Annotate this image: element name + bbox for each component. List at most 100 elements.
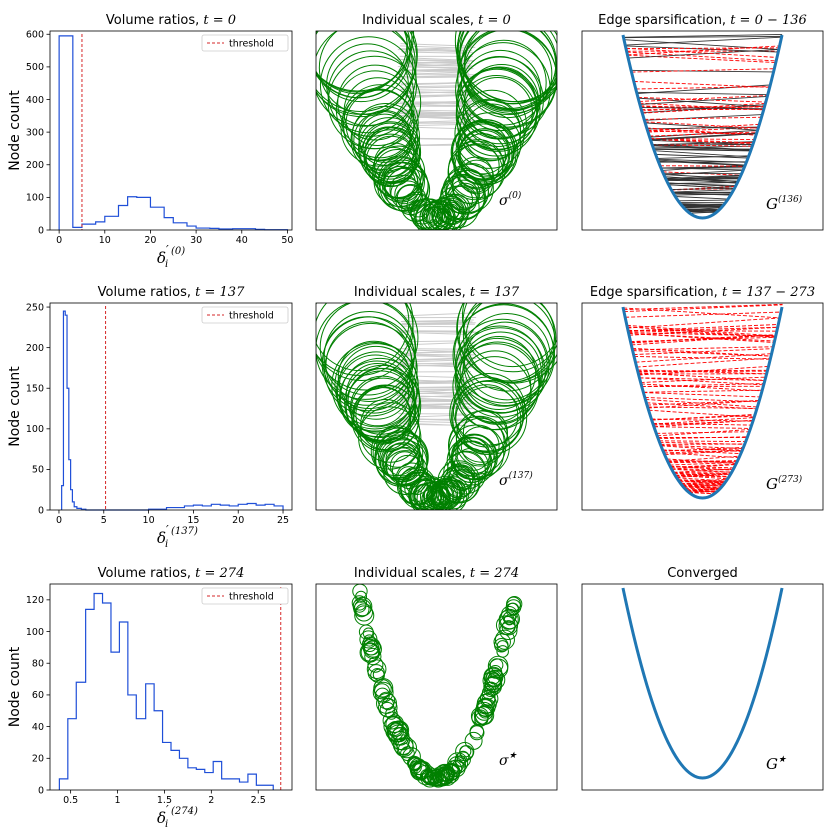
scale-circle <box>385 714 404 733</box>
edge-line <box>682 204 725 208</box>
scale-circle <box>494 629 515 650</box>
panel-annotation: G(273) <box>766 474 803 493</box>
scale-circle <box>485 670 503 687</box>
edge-line <box>673 472 731 475</box>
y-tick-label: 100 <box>26 627 44 638</box>
edge-line <box>638 365 769 376</box>
edge-line <box>687 488 720 492</box>
y-tick-label: 300 <box>26 127 44 138</box>
scale-circle <box>326 43 409 127</box>
scale-circle <box>499 621 518 641</box>
edge-line <box>635 86 770 90</box>
edge-line <box>653 145 753 149</box>
edge-line <box>628 49 779 59</box>
circles-panel-1: σ(0) <box>315 30 558 231</box>
edge-line <box>653 419 754 426</box>
edge-line <box>646 126 759 130</box>
axes-box <box>315 583 558 791</box>
scale-circle <box>427 769 443 785</box>
scale-circle <box>323 310 415 403</box>
edge-line <box>630 336 776 342</box>
edge-line <box>687 210 717 213</box>
edge-line <box>632 346 774 351</box>
scale-circle <box>373 149 423 199</box>
edge-line <box>639 95 768 102</box>
edge-line <box>680 480 727 485</box>
scale-circle <box>460 49 542 132</box>
x-axis-label: δ <box>157 249 166 267</box>
edge-line <box>683 205 723 209</box>
edge-line <box>666 175 741 181</box>
scale-circle <box>370 426 421 477</box>
y-tick-label: 200 <box>26 343 44 354</box>
x-axis-label-prime: ′ <box>166 523 169 537</box>
scale-circle <box>353 111 413 170</box>
scale-circle <box>379 162 429 212</box>
edge-line <box>667 182 737 186</box>
y-tick-label: 50 <box>32 465 44 476</box>
edge-line <box>636 91 768 96</box>
x-tick-label: 25 <box>277 515 289 526</box>
edge-line <box>623 307 780 319</box>
x-tick-label: 50 <box>281 235 293 246</box>
edge-line <box>688 491 715 495</box>
legend-box <box>201 306 289 324</box>
y-tick-label: 100 <box>26 424 44 435</box>
scale-circle <box>400 471 438 510</box>
scale-circle <box>452 304 556 407</box>
edge-line <box>660 445 742 452</box>
edge-line <box>675 196 729 200</box>
edge-line <box>650 139 753 146</box>
scale-circle <box>454 98 525 169</box>
scale-circle <box>316 31 417 127</box>
edge-line <box>640 107 764 110</box>
x-tick-label: 1 <box>115 795 121 806</box>
edge-line <box>628 324 779 332</box>
panel-annotation: G★ <box>766 755 787 773</box>
y-tick-label: 400 <box>26 95 44 106</box>
edge-line <box>650 138 754 144</box>
scale-circle <box>432 771 444 783</box>
scale-circle <box>459 31 557 105</box>
scale-circle <box>316 303 414 381</box>
x-tick-label: 20 <box>144 235 156 246</box>
edge-line <box>627 45 780 56</box>
edge-line <box>651 413 756 421</box>
edge-line <box>657 158 747 163</box>
x-tick-label: 10 <box>143 515 155 526</box>
histogram-bars <box>58 592 274 790</box>
scale-circle <box>447 763 459 776</box>
axes-box <box>49 30 293 231</box>
edge-line <box>631 334 777 346</box>
axes-box <box>315 302 558 511</box>
edge-line <box>623 303 783 311</box>
edge-line <box>638 372 765 381</box>
edge-line <box>637 96 766 103</box>
scale-circle <box>450 433 497 480</box>
manifold-curve <box>621 306 784 500</box>
edge-line <box>671 187 735 190</box>
panel-title-6: Volume ratios, t = 274 <box>98 566 245 581</box>
scale-circle <box>454 384 519 448</box>
edge-line <box>397 362 470 365</box>
edge-line <box>650 133 757 141</box>
scale-circle <box>361 636 378 653</box>
edge-line <box>404 341 476 346</box>
panel-annotation: σ★ <box>499 751 518 769</box>
scale-circle <box>454 31 557 103</box>
edge-line <box>658 440 746 443</box>
edge-line <box>651 415 755 421</box>
scale-circle <box>345 370 417 442</box>
scale-circle <box>373 679 392 698</box>
edge-line <box>632 347 772 357</box>
y-tick-label: 20 <box>32 754 44 765</box>
scale-circle <box>331 342 419 430</box>
edge-line <box>652 422 752 426</box>
edge-line <box>675 474 728 480</box>
edge-line <box>623 33 783 38</box>
x-tick-label: 1.5 <box>157 795 172 806</box>
edge-line <box>678 199 728 202</box>
scale-circle <box>384 167 431 213</box>
edge-line <box>663 449 743 454</box>
scale-circle <box>319 303 417 396</box>
